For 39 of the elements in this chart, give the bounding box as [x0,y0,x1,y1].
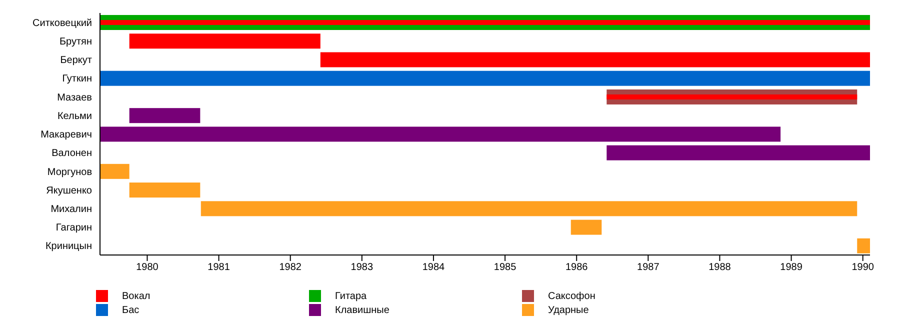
legend-label: Саксофон [548,290,596,302]
legend-label: Бас [122,304,140,316]
y-tick-label: Гагарин [56,222,92,234]
bar [606,145,870,160]
bar [129,108,200,124]
x-tick-label: 1982 [279,262,302,274]
bar [200,201,858,216]
y-tick-label: Якушенко [46,185,92,196]
bar [129,182,200,198]
x-tick-label: 1989 [780,262,803,274]
y-tick-label: Кельми [57,110,92,122]
y-tick-label: Брутян [59,36,92,48]
legend-label: Ударные [548,304,589,316]
legend-label: Клавишные [335,304,390,316]
x-tick-label: 1980 [136,262,159,274]
bar [100,70,870,86]
y-tick-label: Гуткин [62,74,92,85]
y-tick-label: Макаревич [40,130,92,141]
x-tick-label: 1990 [852,262,874,274]
x-tick-label: 1981 [208,262,230,274]
bar [570,220,602,235]
bar [100,164,130,179]
y-tick-label: Криницын [45,241,92,252]
x-tick-label: 1986 [565,262,588,274]
bar [100,126,781,142]
y-tick-label: Мазаев [57,92,92,104]
x-tick-label: 1984 [422,262,446,274]
x-tick-label: 1983 [350,262,374,274]
x-tick-label: 1987 [637,262,660,274]
y-tick-label: Моргунов [47,166,92,178]
y-tick-label: Беркут [60,55,92,66]
legend-label: Вокал [122,290,150,302]
x-tick-label: 1988 [708,262,732,274]
bar [857,238,870,254]
y-tick-label: Валонен [52,148,92,160]
x-tick-label: 1985 [494,262,517,274]
y-tick-label: Михалин [50,204,92,216]
y-tick-label: Ситковецкий [32,18,92,29]
legend-label: Гитара [335,290,367,302]
